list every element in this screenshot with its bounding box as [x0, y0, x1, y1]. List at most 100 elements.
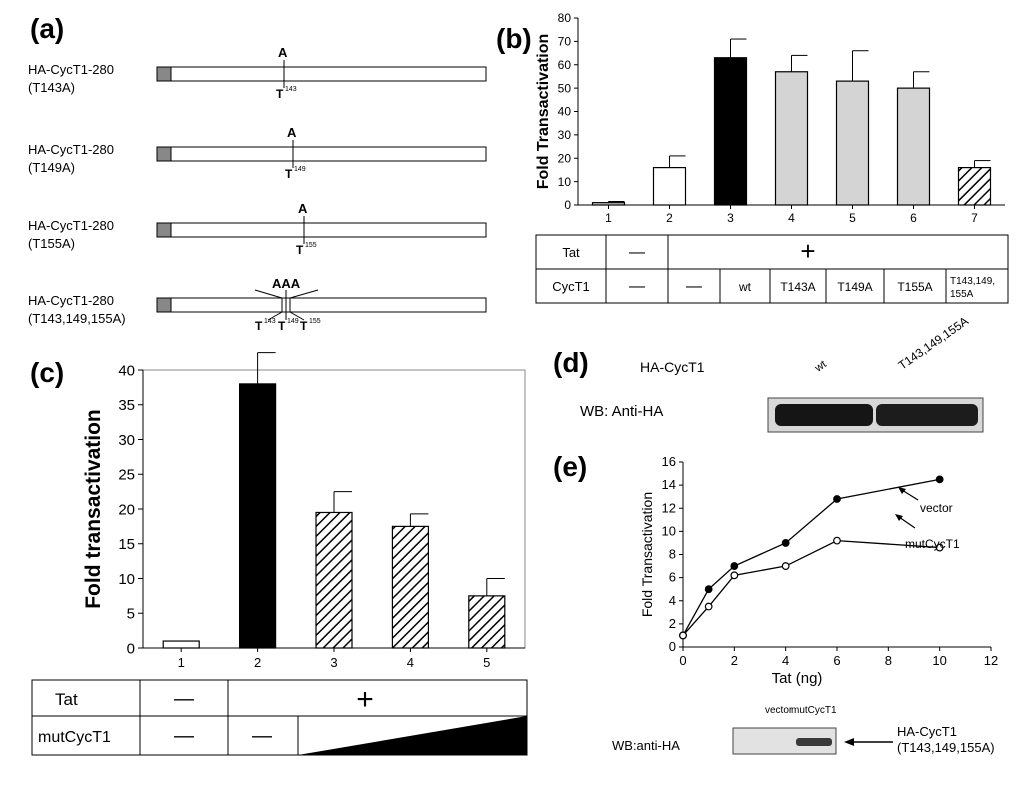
y-tick-label: 8: [669, 547, 676, 562]
y-tick-label: 60: [558, 58, 572, 72]
y-tick-label: 12: [662, 500, 676, 515]
blot-e-band: [796, 738, 832, 746]
chart-e: 0 2 4 6 8 10 12 14 16 0 2 4 6 8 10 12 vector mutCycT1 Tat …: [639, 454, 998, 687]
blot-e-wb-label: WB:anti-HA: [612, 738, 680, 753]
arrow-icon: [895, 514, 903, 521]
series-label-mutcyct1: mutCycT1: [905, 537, 960, 551]
y-axis-label: Fold Transactivation: [535, 34, 552, 190]
y-tick-label: 25: [118, 467, 135, 484]
y-tick-label: 5: [127, 606, 135, 623]
cyc-cell-t143a: T143A: [780, 280, 815, 294]
blot-e-band-label: HA-CycT1: [897, 724, 957, 739]
x-axis-label: Tat (ng): [772, 670, 823, 687]
series-label-vector: vector: [920, 501, 953, 515]
bar: [315, 511, 353, 649]
mutation-residue: A: [278, 45, 288, 60]
x-tick-label: 5: [483, 655, 490, 670]
construct-mutation: (T155A): [28, 236, 75, 251]
construct-bar: [170, 146, 487, 162]
construct-mutation: (T143A): [28, 80, 75, 95]
blot-d-image: [767, 397, 984, 433]
y-tick-label: 0: [564, 198, 571, 212]
y-tick-label: 80: [558, 11, 572, 25]
site-letter: T: [278, 319, 286, 333]
x-tick-label: 8: [885, 653, 892, 668]
bar: [957, 167, 992, 206]
x-tick-label: 7: [971, 211, 978, 225]
data-point: [704, 585, 713, 594]
y-tick-label: 70: [558, 35, 572, 49]
blot-d-wb-label: WB: Anti-HA: [580, 403, 663, 420]
construct-name: HA-CycT1-280: [28, 142, 114, 157]
blot-e-lane-vector: vector: [765, 705, 793, 716]
x-tick-label: 4: [788, 211, 795, 225]
y-tick-label: 16: [662, 454, 676, 469]
construct-t149a: HA-CycT1-280 (T149A) A T 149: [28, 125, 487, 181]
construct-name: HA-CycT1-280: [28, 293, 114, 308]
construct-name: HA-CycT1-280: [28, 62, 114, 77]
cyc-cell-2: —: [686, 278, 702, 295]
y-tick-label: 6: [669, 570, 676, 585]
y-tick-label: 0: [669, 639, 676, 654]
x-tick-label: 6: [910, 211, 917, 225]
site-number: 155: [309, 318, 321, 325]
panel-b-letter: (b): [496, 23, 532, 54]
x-tick-label: 2: [731, 653, 738, 668]
data-point: [935, 475, 944, 484]
y-tick-label: 4: [669, 593, 676, 608]
construct-bar: [170, 222, 487, 238]
site-line-1: [254, 289, 283, 321]
construct-mutation: (T143,149,155A): [28, 311, 126, 326]
x-tick-label: 5: [849, 211, 856, 225]
y-axis-label: Fold Transactivation: [639, 492, 655, 617]
data-point: [935, 543, 944, 552]
x-tick-label: 3: [727, 211, 734, 225]
x-tick-label: 2: [666, 211, 673, 225]
tat-label: Tat: [562, 245, 580, 260]
data-point: [833, 495, 841, 503]
x-tick-label: 1: [605, 211, 612, 225]
data-point: [704, 602, 713, 611]
x-tick-label: 1: [178, 655, 185, 670]
blot-e: vector mutCycT1 WB:anti-HA HA-CycT1 (T14…: [612, 705, 995, 755]
cyct1-label: CycT1: [552, 279, 590, 294]
y-tick-label: 20: [558, 151, 572, 165]
site-number: 155: [305, 242, 317, 249]
site-letter: T: [255, 319, 263, 333]
site-letter: T: [276, 87, 284, 101]
mutcyct1-label: mutCycT1: [38, 729, 111, 746]
site-line-3: [289, 289, 319, 321]
site-number: 149: [294, 166, 306, 173]
y-tick-label: 30: [118, 432, 135, 449]
panel-d-letter: (d): [553, 347, 589, 378]
site-letter: T: [285, 167, 293, 181]
tat-label: Tat: [55, 690, 78, 709]
x-tick-label: 3: [330, 655, 337, 670]
series-line-vector: [682, 478, 940, 636]
blot-d-band-wt: [775, 404, 873, 426]
y-tick-label: 10: [118, 571, 135, 588]
panel-c-letter: (c): [30, 357, 64, 388]
arrow-icon: [898, 487, 906, 494]
table-c: Tat — + mutCycT1 — —: [31, 679, 528, 756]
bar: [896, 87, 931, 206]
cyc-cell-t155a: T155A: [897, 280, 932, 294]
increasing-dose-wedge: [298, 716, 527, 755]
bar: [713, 57, 748, 206]
panel-e-letter: (e): [553, 451, 587, 482]
data-point: [679, 631, 687, 640]
y-tick-label: 50: [558, 81, 572, 95]
y-tick-label: 10: [558, 175, 572, 189]
y-tick-label: 40: [558, 105, 572, 119]
bar: [835, 80, 870, 206]
construct-t143a: HA-CycT1-280 (T143A) A T 143: [28, 45, 487, 101]
construct-name: HA-CycT1-280: [28, 218, 114, 233]
chart-b: 0 10 20 30 40 50 60 70 80 1 2 3 4 5 6 7 Fold Transactiva…: [535, 11, 1005, 225]
ha-tag: [156, 66, 172, 82]
table-b: Tat — + CycT1 — — wt T143A T149A T155A T…: [535, 234, 1009, 304]
y-tick-label: 30: [558, 128, 572, 142]
site-number: 143: [264, 318, 276, 325]
site-number: 143: [285, 86, 297, 93]
